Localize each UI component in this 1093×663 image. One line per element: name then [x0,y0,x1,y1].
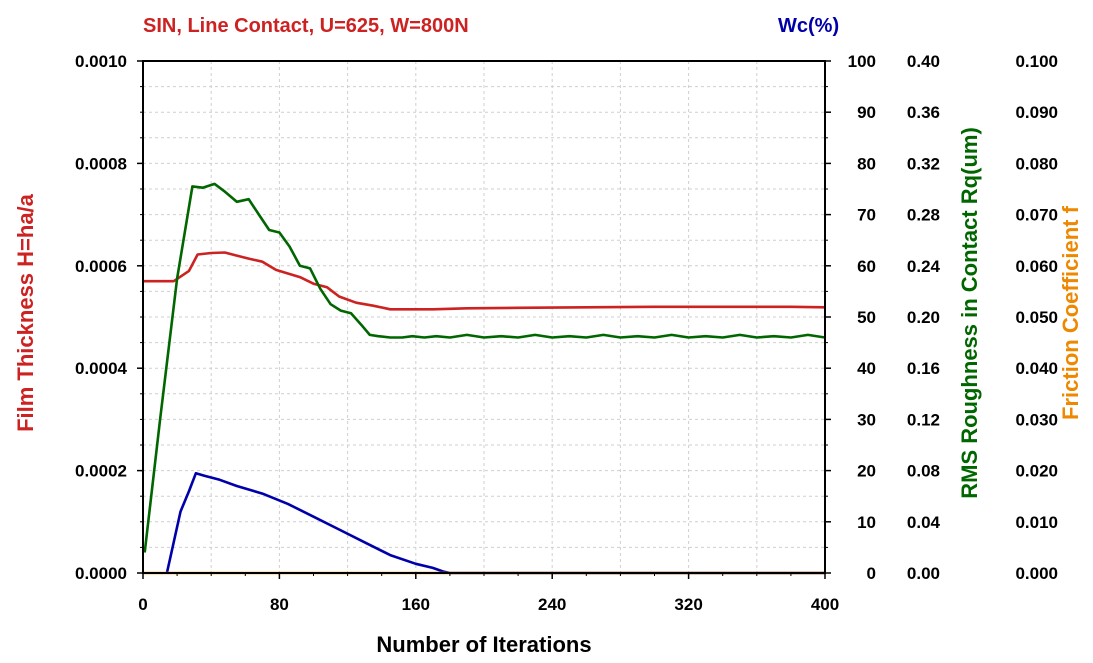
wc-tick-label: 100 [848,52,876,71]
wc-tick-label: 30 [857,410,876,429]
friction-tick-label: 0.020 [1015,462,1058,481]
friction-tick-label: 0.070 [1015,206,1058,225]
x-tick-label: 320 [674,595,702,614]
left-tick-label: 0.0008 [75,154,127,173]
rms-tick-label: 0.24 [907,257,941,276]
wc-tick-label: 0 [867,564,876,583]
rms-tick-label: 0.08 [907,462,940,481]
friction-tick-label: 0.030 [1015,410,1058,429]
x-tick-label: 80 [270,595,289,614]
rms-tick-label: 0.04 [907,513,941,532]
wc-tick-label: 50 [857,308,876,327]
rms-tick-label: 0.28 [907,206,940,225]
rms-axis-title: RMS Roughness in Contact Rq(um) [957,127,982,499]
rms-tick-label: 0.36 [907,103,940,122]
wc-tick-label: 70 [857,206,876,225]
wc-tick-label: 20 [857,462,876,481]
left-axis-title: Film Thickness H=ha/a [13,193,38,432]
x-tick-label: 0 [138,595,147,614]
left-tick-label: 0.0002 [75,462,127,481]
rms-tick-label: 0.20 [907,308,940,327]
left-tick-label: 0.0000 [75,564,127,583]
wc-tick-label: 60 [857,257,876,276]
left-tick-label: 0.0004 [75,359,128,378]
chart-title: SIN, Line Contact, U=625, W=800N [143,15,469,37]
friction-axis-title: Friction Coefficient f [1058,205,1083,420]
friction-tick-label: 0.040 [1015,359,1058,378]
series-line-right1 [165,471,825,575]
wc-tick-label: 80 [857,154,876,173]
series-line-right2 [143,182,826,553]
wc-tick-label: 90 [857,103,876,122]
friction-tick-label: 0.010 [1015,513,1058,532]
rms-tick-label: 0.12 [907,410,940,429]
rms-tick-label: 0.40 [907,52,940,71]
friction-tick-label: 0.050 [1015,308,1058,327]
friction-tick-label: 0.000 [1015,564,1058,583]
rms-tick-label: 0.32 [907,154,940,173]
rms-tick-label: 0.16 [907,359,940,378]
x-tick-label: 240 [538,595,566,614]
friction-tick-label: 0.100 [1015,52,1058,71]
rms-tick-label: 0.00 [907,564,940,583]
friction-tick-label: 0.060 [1015,257,1058,276]
wc-tick-label: 10 [857,513,876,532]
axis-layer: 0 80 160 240 320 4000.00000.00020.00040.00060… [75,52,1058,614]
x-axis-title: Number of Iterations [376,632,591,657]
series-line-left [143,251,826,311]
wc-tick-label: 40 [857,359,876,378]
left-tick-label: 0.0010 [75,52,127,71]
grid-layer [143,61,825,573]
x-tick-label: 400 [811,595,839,614]
x-tick-label: 160 [402,595,430,614]
wc-title: Wc(%) [778,15,839,37]
friction-tick-label: 0.080 [1015,154,1058,173]
left-tick-label: 0.0006 [75,257,127,276]
friction-tick-label: 0.090 [1015,103,1058,122]
